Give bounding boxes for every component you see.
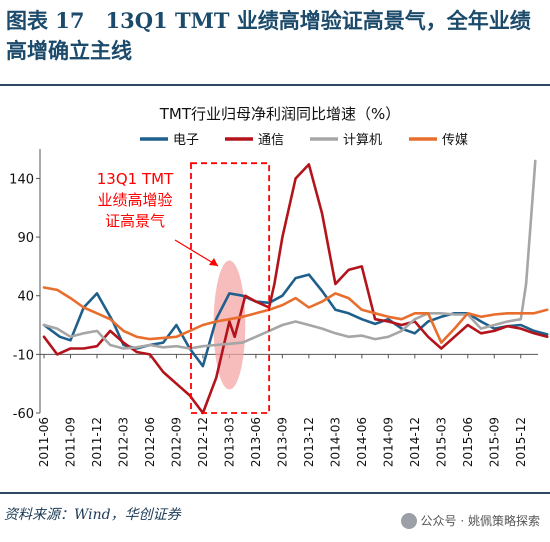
highlight-box [190,162,271,414]
top-divider [0,84,550,86]
x-tick-label: 2014-09 [381,417,395,467]
figure-header: 图表 17 13Q1 TMT 业绩高增验证高景气，全年业绩高增确立主线 [0,0,550,86]
legend-item: 传媒 [409,133,468,148]
y-tick-label: 140 [9,172,34,187]
x-tick-label: 2013-06 [249,417,263,467]
x-tick-label: 2015-12 [514,417,528,467]
x-tick-label: 2012-09 [169,417,183,467]
x-tick-label: 2014-12 [408,417,422,467]
annotation-label: 证高景气 [105,212,165,230]
x-tick-label: 2013-03 [222,417,236,467]
x-tick-label: 2015-09 [487,417,501,467]
y-tick-label: -10 [13,348,34,363]
legend-item: 通信 [225,133,284,148]
legend-label: 通信 [258,133,284,148]
chart-title: TMT行业归母净利润同比增速（%） [159,105,401,123]
watermark-text: 公众号 · 姚佩策略探索 [420,514,540,528]
y-tick-label: 40 [17,290,34,305]
x-tick-label: 2012-06 [143,417,157,467]
x-tick-label: 2011-09 [63,417,77,467]
x-tick-label: 2011-06 [37,417,51,467]
series-line-传媒 [42,286,549,344]
chart: TMT行业归母净利润同比增速（%）电子 通信 计算机 传媒1409040-10-602… [9,105,549,467]
y-tick-label: 90 [17,231,34,246]
legend-label: 计算机 [343,133,382,148]
x-tick-label: 2013-12 [302,417,316,467]
annotation-label: 业绩高增验 [97,191,172,209]
annotation-arrow [174,239,219,267]
x-tick-label: 2014-03 [328,417,342,467]
watermark: 公众号 · 姚佩策略探索 [400,512,540,529]
x-tick-label: 2015-03 [434,417,448,467]
y-tick-label: -60 [13,407,34,422]
annotation-arrowhead [209,258,218,266]
wechat-icon [400,512,417,529]
legend-item: 电子 [140,133,199,148]
x-tick-label: 2015-06 [461,417,475,467]
bottom-divider [0,492,550,494]
annotation-label: 13Q1 TMT [97,170,174,188]
x-tick-label: 2013-09 [275,417,289,467]
figure-title: 图表 17 13Q1 TMT 业绩高增验证高景气，全年业绩高增确立主线 [6,8,531,63]
x-tick-label: 2011-12 [90,417,104,467]
series-line-计算机 [42,159,537,350]
x-tick-label: 2012-03 [116,417,130,467]
legend-label: 电子 [173,133,199,148]
source-note: 资料来源：Wind，华创证券 [4,507,181,523]
x-tick-label: 2012-12 [196,417,210,467]
legend-label: 传媒 [442,133,468,148]
legend-item: 计算机 [310,133,382,148]
x-tick-label: 2014-06 [355,417,369,467]
